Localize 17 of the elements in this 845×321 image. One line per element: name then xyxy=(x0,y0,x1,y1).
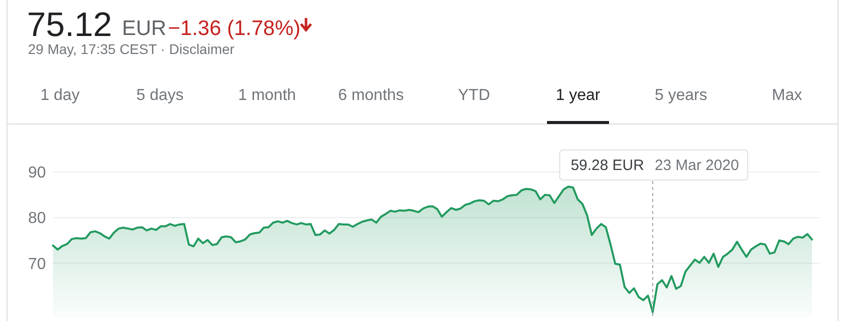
text: 1 day xyxy=(40,87,80,104)
text: EUR xyxy=(122,17,166,40)
y-tick-label: 90 xyxy=(28,164,46,182)
text: 1 year xyxy=(556,87,601,104)
text: Max xyxy=(772,87,802,104)
text: YTD xyxy=(458,87,490,104)
text: 1 month xyxy=(238,87,296,104)
y-tick-label: 80 xyxy=(28,210,46,228)
annotation: 59.28 EUR xyxy=(570,157,644,174)
text: 5 days xyxy=(136,87,184,104)
text: 5 years xyxy=(654,87,708,104)
annotation: 23 Mar 2020 xyxy=(654,157,739,174)
text: 6 months xyxy=(338,87,404,104)
text: −1.36 (1.78%) xyxy=(168,17,301,40)
chart-subtitle: 29 May, 17:35 CEST · Disclaimer xyxy=(28,41,235,57)
chart-title: 75.12 xyxy=(27,6,112,44)
y-tick-label: 70 xyxy=(28,256,46,273)
